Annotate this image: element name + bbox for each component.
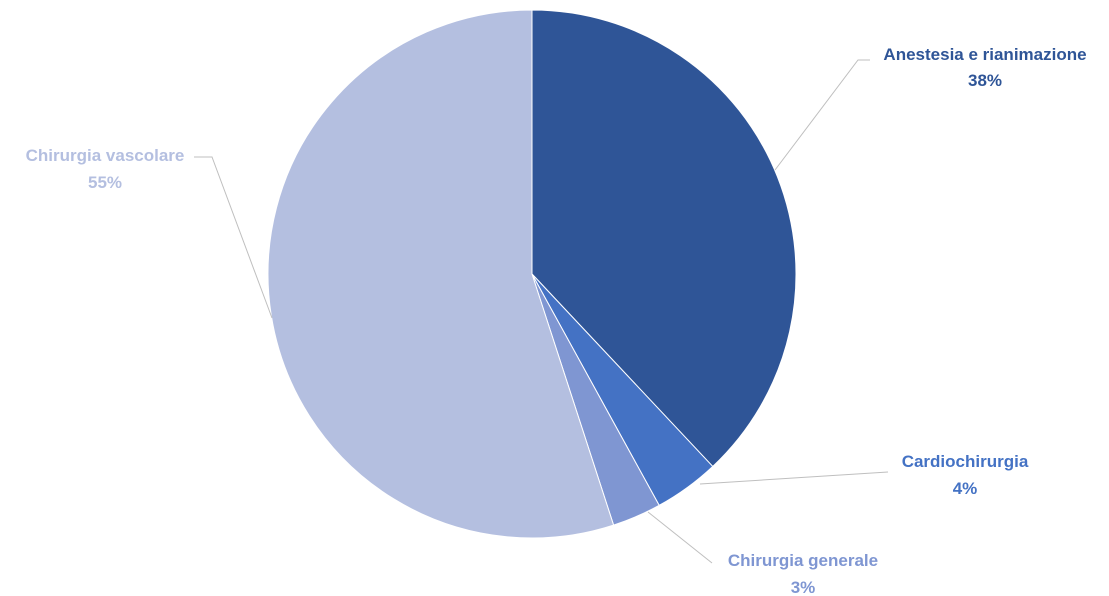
- data-label-category-chirurgia-generale: Chirurgia generale: [728, 551, 878, 570]
- data-label-value-chirurgia-vascolare: 55%: [88, 173, 122, 192]
- leader-line-chirurgia-vascolare: [194, 156, 273, 319]
- data-label-value-anestesia-e-rianimazione: 38%: [968, 71, 1002, 90]
- data-label-category-anestesia-e-rianimazione: Anestesia e rianimazione: [883, 45, 1086, 64]
- pie-slice-anestesia-e-rianimazione: [531, 9, 797, 468]
- data-label-category-chirurgia-vascolare: Chirurgia vascolare: [26, 146, 185, 165]
- data-label-category-cardiochirurgia: Cardiochirurgia: [902, 452, 1029, 471]
- data-label-value-chirurgia-generale: 3%: [791, 578, 816, 596]
- data-labels: Anestesia e rianimazione 38% Cardiochirurg…: [26, 45, 1087, 596]
- pie-slices: [267, 9, 797, 539]
- leader-lines: [194, 59, 889, 564]
- leader-line-chirurgia-generale: [647, 511, 713, 564]
- data-label-value-cardiochirurgia: 4%: [953, 479, 978, 498]
- leader-line-anestesia-e-rianimazione: [774, 59, 870, 171]
- leader-line-cardiochirurgia: [699, 471, 889, 485]
